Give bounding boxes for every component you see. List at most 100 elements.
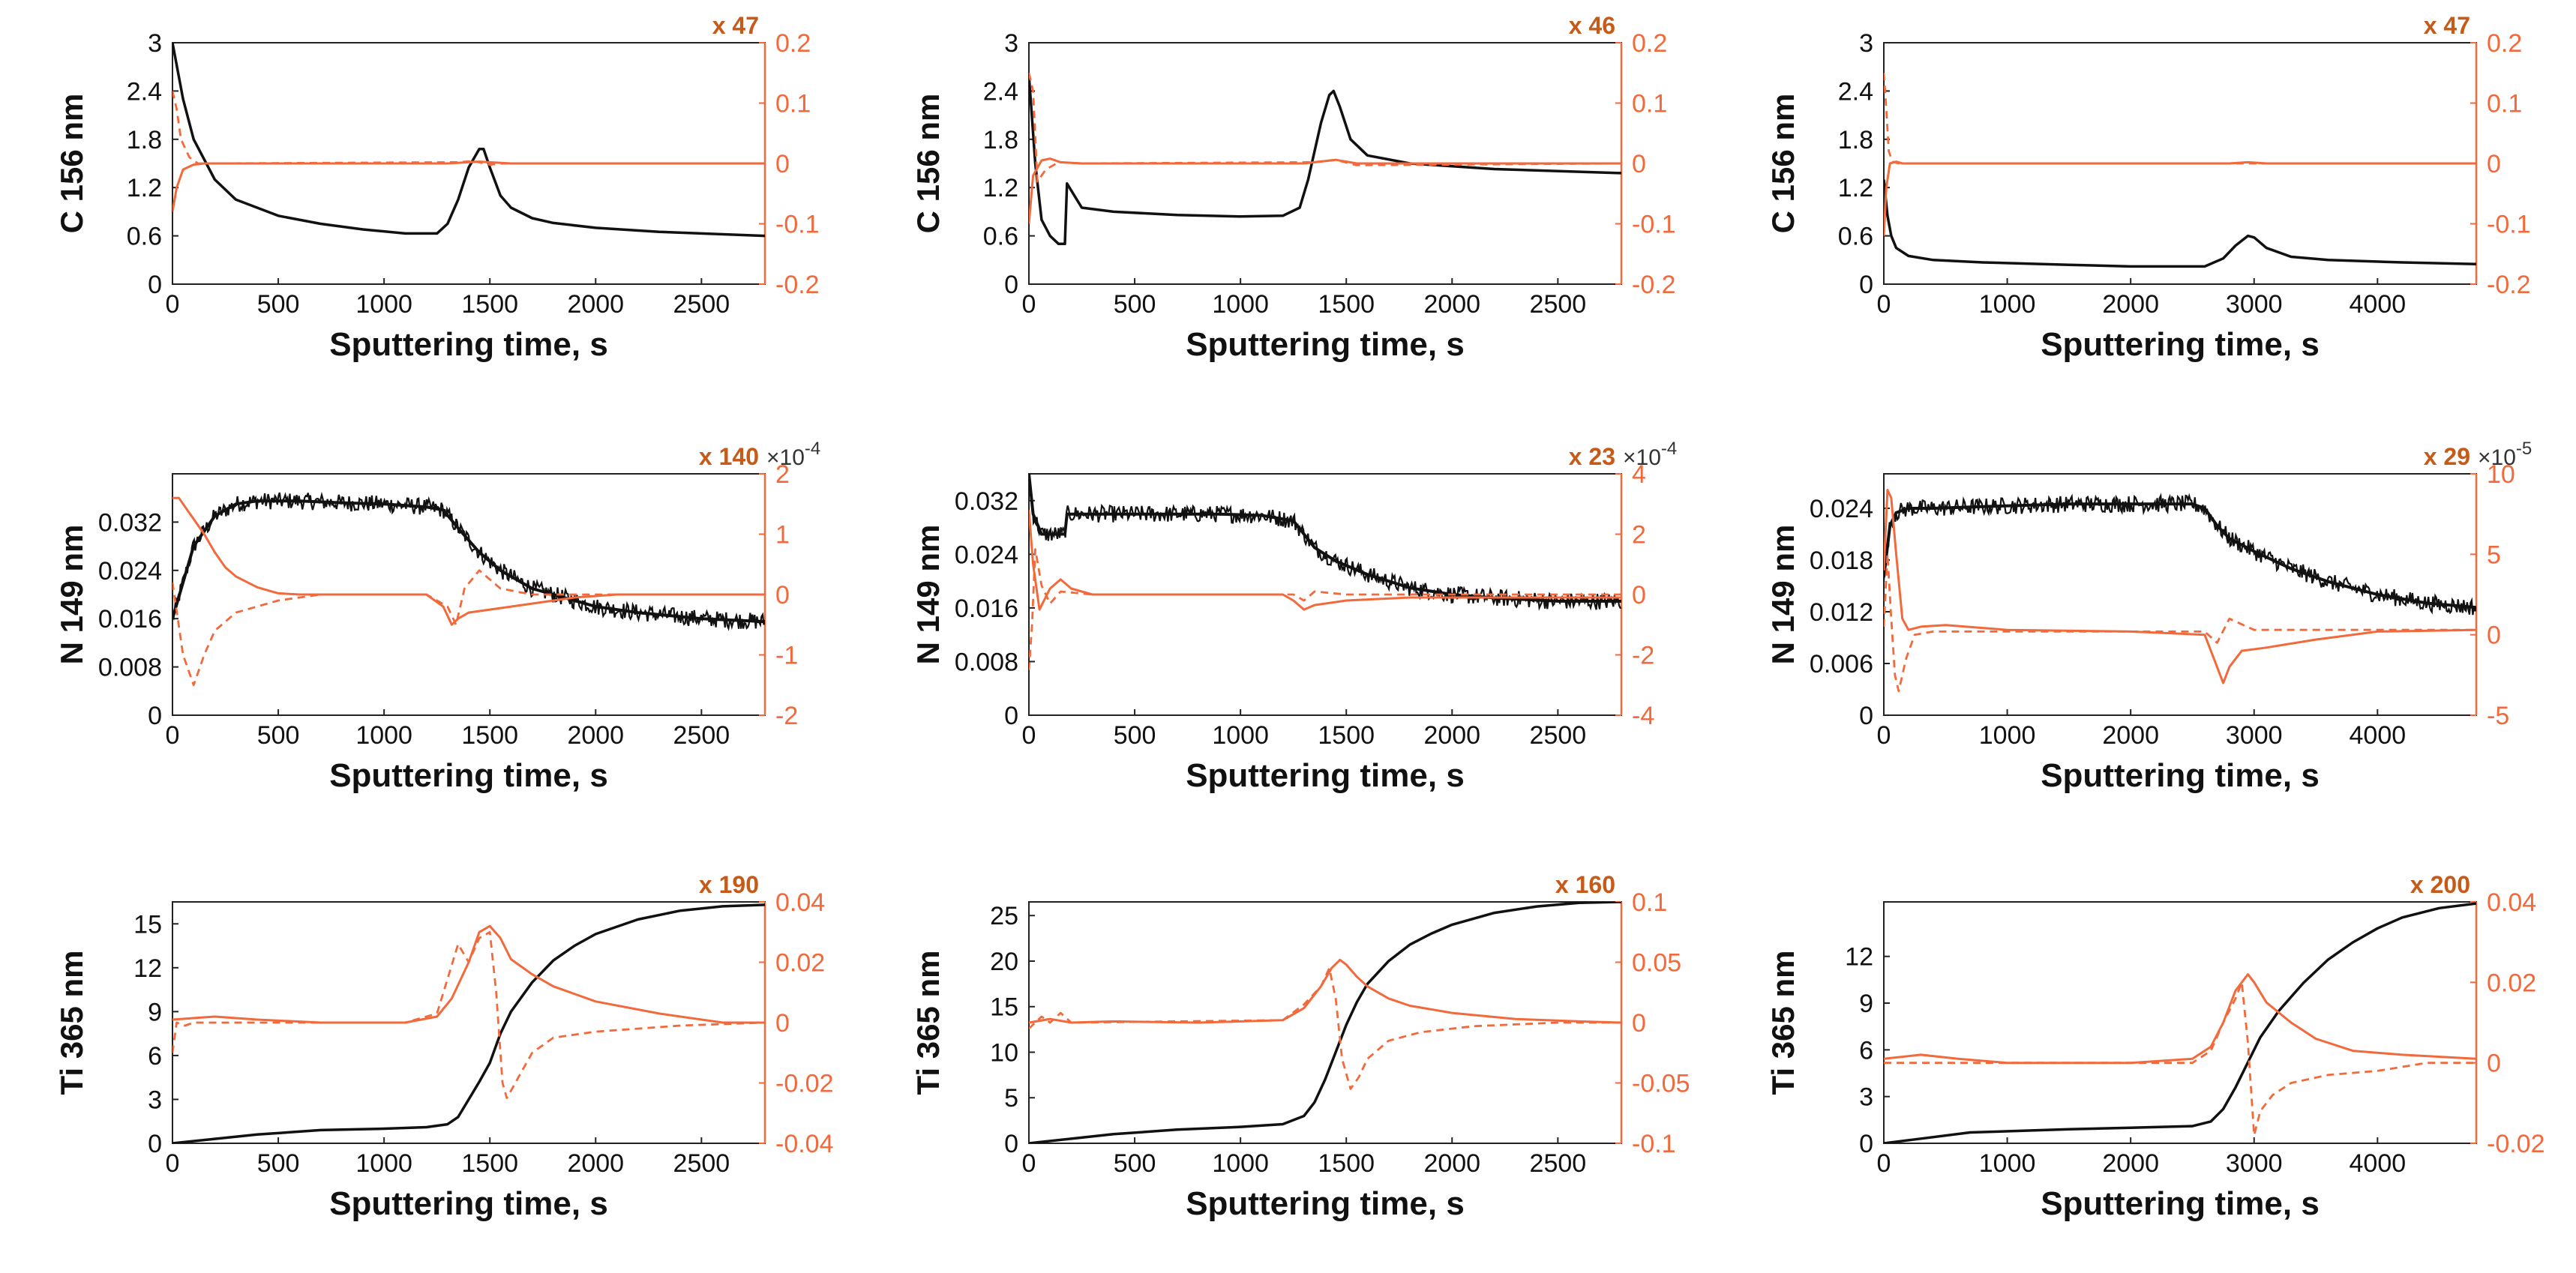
x-axis-title: Sputtering time, s bbox=[329, 1185, 608, 1222]
series-line-second-derivative bbox=[172, 930, 765, 1099]
left-tick-label: 6 bbox=[1859, 1036, 1873, 1065]
x-tick-label: 0 bbox=[1022, 290, 1036, 319]
x-tick-label: 1000 bbox=[1212, 290, 1269, 319]
x-tick-label: 0 bbox=[1877, 290, 1891, 319]
right-tick-label: 0.04 bbox=[775, 888, 825, 917]
left-tick-label: 2.4 bbox=[983, 77, 1018, 106]
left-tick-label: 5 bbox=[1004, 1084, 1018, 1113]
right-tick-label: -0.02 bbox=[775, 1070, 834, 1098]
right-tick-label: -2 bbox=[1632, 642, 1654, 670]
x-tick-label: 0 bbox=[1877, 1149, 1891, 1178]
x-tick-label: 0 bbox=[166, 721, 180, 750]
series-line-second-derivative bbox=[1029, 72, 1621, 183]
chart-panel-r1c3: 0 0.6 1.2 1.8 2.4 3 -0.2 -0.1 0 0.1 0.2 0 1000 2000 30… bbox=[1765, 12, 2531, 363]
left-tick-label: 0 bbox=[1004, 271, 1018, 299]
x-tick-label: 1500 bbox=[461, 1149, 518, 1178]
x-tick-label: 4000 bbox=[2350, 1149, 2407, 1178]
series-group bbox=[1884, 73, 2476, 268]
series-group bbox=[172, 491, 765, 687]
right-tick-label: 0 bbox=[775, 150, 790, 178]
right-tick-label: -5 bbox=[2487, 702, 2509, 730]
series-line-first-derivative bbox=[1884, 489, 2476, 684]
multiplier-label: x 46 bbox=[1569, 12, 1615, 39]
x-tick-label: 2000 bbox=[2102, 1149, 2159, 1178]
left-tick-label: 0.024 bbox=[98, 557, 162, 586]
left-tick-label: 25 bbox=[990, 902, 1018, 930]
x-tick-label: 1000 bbox=[1212, 721, 1269, 750]
multiplier-label: x 140 bbox=[699, 443, 759, 470]
series-line-intensity-noisy bbox=[1029, 478, 1621, 611]
series-line-intensity bbox=[1884, 179, 2476, 268]
left-tick-label: 9 bbox=[148, 998, 162, 1026]
left-tick-label: 10 bbox=[990, 1038, 1018, 1067]
series-line-intensity bbox=[1029, 474, 1621, 603]
x-tick-label: 2000 bbox=[2102, 721, 2159, 750]
x-tick-label: 1000 bbox=[1979, 290, 2036, 319]
right-tick-label: 0 bbox=[2487, 622, 2501, 650]
left-tick-label: 0 bbox=[1859, 1130, 1873, 1158]
left-tick-label: 0.018 bbox=[1810, 547, 1873, 575]
left-tick-label: 15 bbox=[133, 910, 162, 939]
left-tick-label: 1.2 bbox=[127, 174, 162, 202]
right-tick-label: 1 bbox=[775, 521, 790, 550]
x-tick-label: 1500 bbox=[1318, 290, 1375, 319]
right-tick-label: 0 bbox=[1632, 581, 1646, 610]
left-tick-label: 3 bbox=[1004, 29, 1018, 58]
right-tick-label: -0.2 bbox=[1632, 271, 1676, 299]
right-tick-label: 0.2 bbox=[1632, 29, 1667, 58]
left-tick-label: 0 bbox=[1004, 702, 1018, 730]
x-tick-label: 1000 bbox=[1212, 1149, 1269, 1178]
series-group bbox=[1029, 474, 1621, 670]
series-line-intensity bbox=[172, 499, 765, 624]
multiplier-label: x 160 bbox=[1555, 871, 1615, 898]
right-tick-label: 0 bbox=[1632, 1009, 1646, 1038]
x-tick-label: 2500 bbox=[1530, 290, 1587, 319]
chart-panel-r2c1: 0 0.008 0.016 0.024 0.032 -2 -1 0 1 2 0 500 1000 1500… bbox=[54, 439, 820, 794]
left-tick-label: 3 bbox=[148, 1086, 162, 1114]
x-tick-label: 2000 bbox=[1423, 290, 1480, 319]
y-axis-title: N 149 nm bbox=[1765, 525, 1801, 665]
left-tick-label: 0.032 bbox=[955, 487, 1018, 516]
left-tick-label: 0.008 bbox=[98, 654, 162, 682]
y-axis-title: Ti 365 nm bbox=[54, 951, 89, 1095]
right-tick-label: 0.1 bbox=[1632, 888, 1667, 917]
right-tick-label: -0.1 bbox=[1632, 1130, 1676, 1158]
x-tick-label: 500 bbox=[1114, 290, 1156, 319]
right-tick-label: 2 bbox=[775, 460, 790, 489]
x-axis-title: Sputtering time, s bbox=[329, 757, 608, 794]
x-tick-label: 3000 bbox=[2226, 1149, 2283, 1178]
x-axis-title: Sputtering time, s bbox=[1186, 1185, 1465, 1222]
left-tick-label: 0 bbox=[1859, 702, 1873, 730]
left-tick-label: 0.032 bbox=[98, 508, 162, 537]
left-tick-label: 15 bbox=[990, 993, 1018, 1022]
multiplier-label: x 190 bbox=[699, 871, 759, 898]
right-tick-label: 5 bbox=[2487, 541, 2501, 569]
left-tick-label: 0.024 bbox=[955, 541, 1018, 569]
series-line-second-derivative bbox=[172, 569, 765, 687]
series-group bbox=[1029, 72, 1621, 246]
series-line-second-derivative bbox=[1884, 553, 2476, 693]
left-tick-label: 9 bbox=[1859, 990, 1873, 1018]
x-axis-title: Sputtering time, s bbox=[2041, 757, 2320, 794]
x-tick-label: 1000 bbox=[355, 290, 412, 319]
left-tick-label: 1.2 bbox=[1838, 174, 1873, 202]
right-tick-label: -1 bbox=[775, 642, 798, 670]
series-line-first-derivative bbox=[1029, 958, 1621, 1024]
left-tick-label: 0.016 bbox=[955, 595, 1018, 623]
x-tick-label: 2000 bbox=[1423, 721, 1480, 750]
left-tick-label: 0 bbox=[148, 702, 162, 730]
series-line-first-derivative bbox=[172, 924, 765, 1024]
left-tick-label: 0 bbox=[148, 271, 162, 299]
series-line-second-derivative bbox=[172, 91, 765, 166]
right-tick-label: -2 bbox=[775, 702, 798, 730]
x-axis-title: Sputtering time, s bbox=[2041, 326, 2320, 363]
right-tick-label: 10 bbox=[2487, 460, 2515, 489]
right-tick-label: -0.2 bbox=[2487, 271, 2531, 299]
series-line-second-derivative bbox=[1884, 73, 2476, 165]
x-tick-label: 2000 bbox=[567, 721, 624, 750]
x-tick-label: 1500 bbox=[1318, 721, 1375, 750]
chart-panel-r3c1: 0 3 6 9 12 15 -0.04 -0.02 0 0.02 0.04 0 500 1000 1500 2… bbox=[54, 871, 834, 1222]
x-tick-label: 500 bbox=[257, 721, 300, 750]
left-tick-label: 1.8 bbox=[983, 126, 1018, 154]
